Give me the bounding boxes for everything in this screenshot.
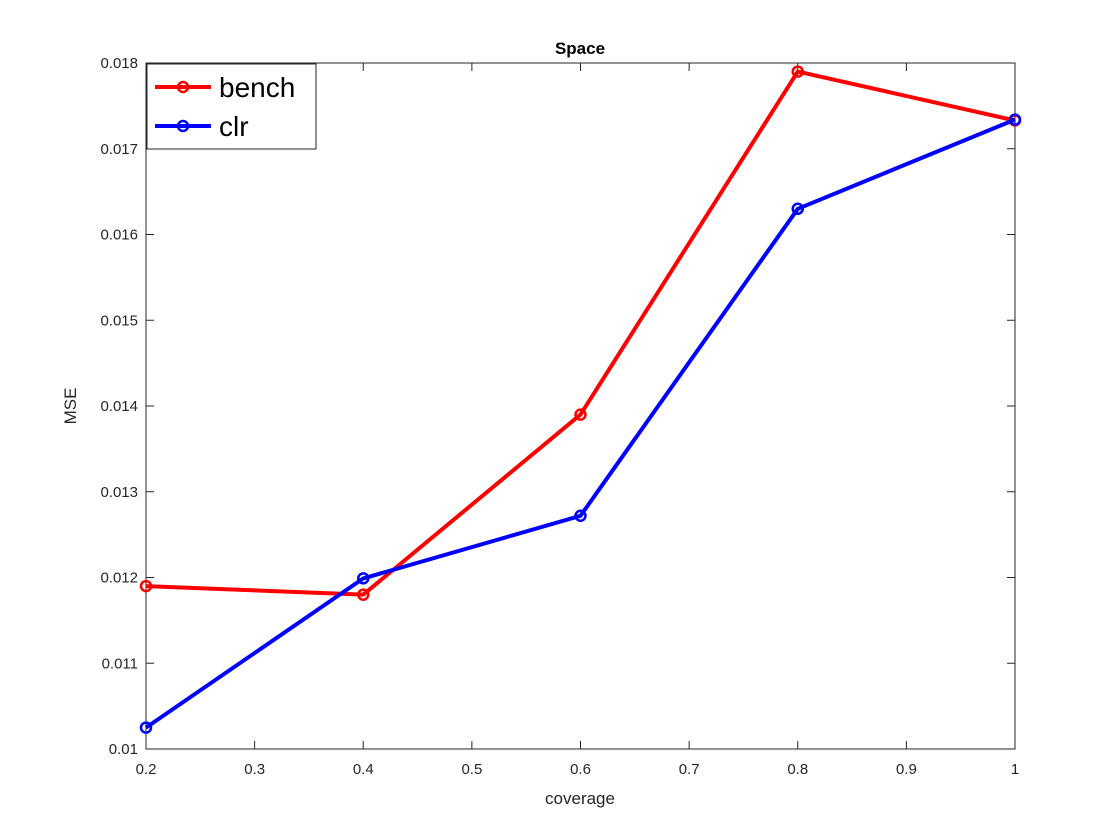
- data-point-clr: [1008, 113, 1022, 126]
- legend: bench clr: [146, 63, 317, 150]
- data-point-bench: [574, 408, 587, 421]
- series-line-bench: [145, 69, 1016, 597]
- y-tick-label: 0.017: [100, 141, 138, 158]
- y-axis-label: MSE: [61, 388, 80, 425]
- x-tick-label: 0.8: [787, 761, 808, 778]
- data-point-clr: [791, 202, 804, 216]
- legend-box: [146, 63, 317, 150]
- y-tick-label: 0.016: [100, 227, 138, 244]
- y-tick-label: 0.014: [100, 398, 138, 415]
- data-point-clr: [139, 721, 153, 734]
- plot-area: [145, 62, 1016, 750]
- data-point-bench: [791, 65, 804, 78]
- legend-marker-clr: [176, 119, 190, 133]
- data-point-clr: [574, 509, 587, 523]
- x-tick-label: 0.9: [896, 761, 917, 778]
- data-point-bench: [139, 579, 153, 593]
- data-point-clr: [357, 572, 370, 585]
- y-tick-label: 0.011: [102, 655, 138, 672]
- x-tick-label: 0.7: [679, 761, 700, 778]
- data-point-bench: [357, 588, 370, 601]
- y-tick-label: 0.013: [100, 484, 138, 501]
- legend-label-bench: bench: [219, 72, 295, 103]
- y-tick-label: 0.015: [100, 312, 138, 329]
- x-tick-label: 1: [1011, 761, 1019, 778]
- legend-marker-bench: [176, 80, 190, 94]
- chart-title: Space: [555, 39, 605, 58]
- series-layer: [139, 65, 1022, 734]
- y-axis-ticks: 0.01 0.011 0.012 0.013 0.014 0.015 0.016 0.017 0…: [100, 55, 1015, 758]
- x-tick-label: 0.2: [136, 761, 157, 778]
- x-tick-label: 0.4: [353, 761, 374, 778]
- x-tick-label: 0.3: [244, 761, 265, 778]
- x-tick-label: 0.5: [461, 761, 482, 778]
- series-clr: [139, 113, 1022, 734]
- series-line-clr: [144, 117, 1016, 730]
- y-tick-label: 0.01: [109, 741, 138, 758]
- y-tick-label: 0.018: [100, 55, 138, 72]
- y-tick-label: 0.012: [100, 570, 138, 587]
- legend-label-clr: clr: [219, 111, 249, 142]
- x-axis-ticks: 0.2 0.3 0.4 0.5 0.6 0.7 0.8 0.9 1: [136, 63, 1019, 778]
- x-axis-label: coverage: [545, 789, 615, 808]
- x-tick-label: 0.6: [570, 761, 591, 778]
